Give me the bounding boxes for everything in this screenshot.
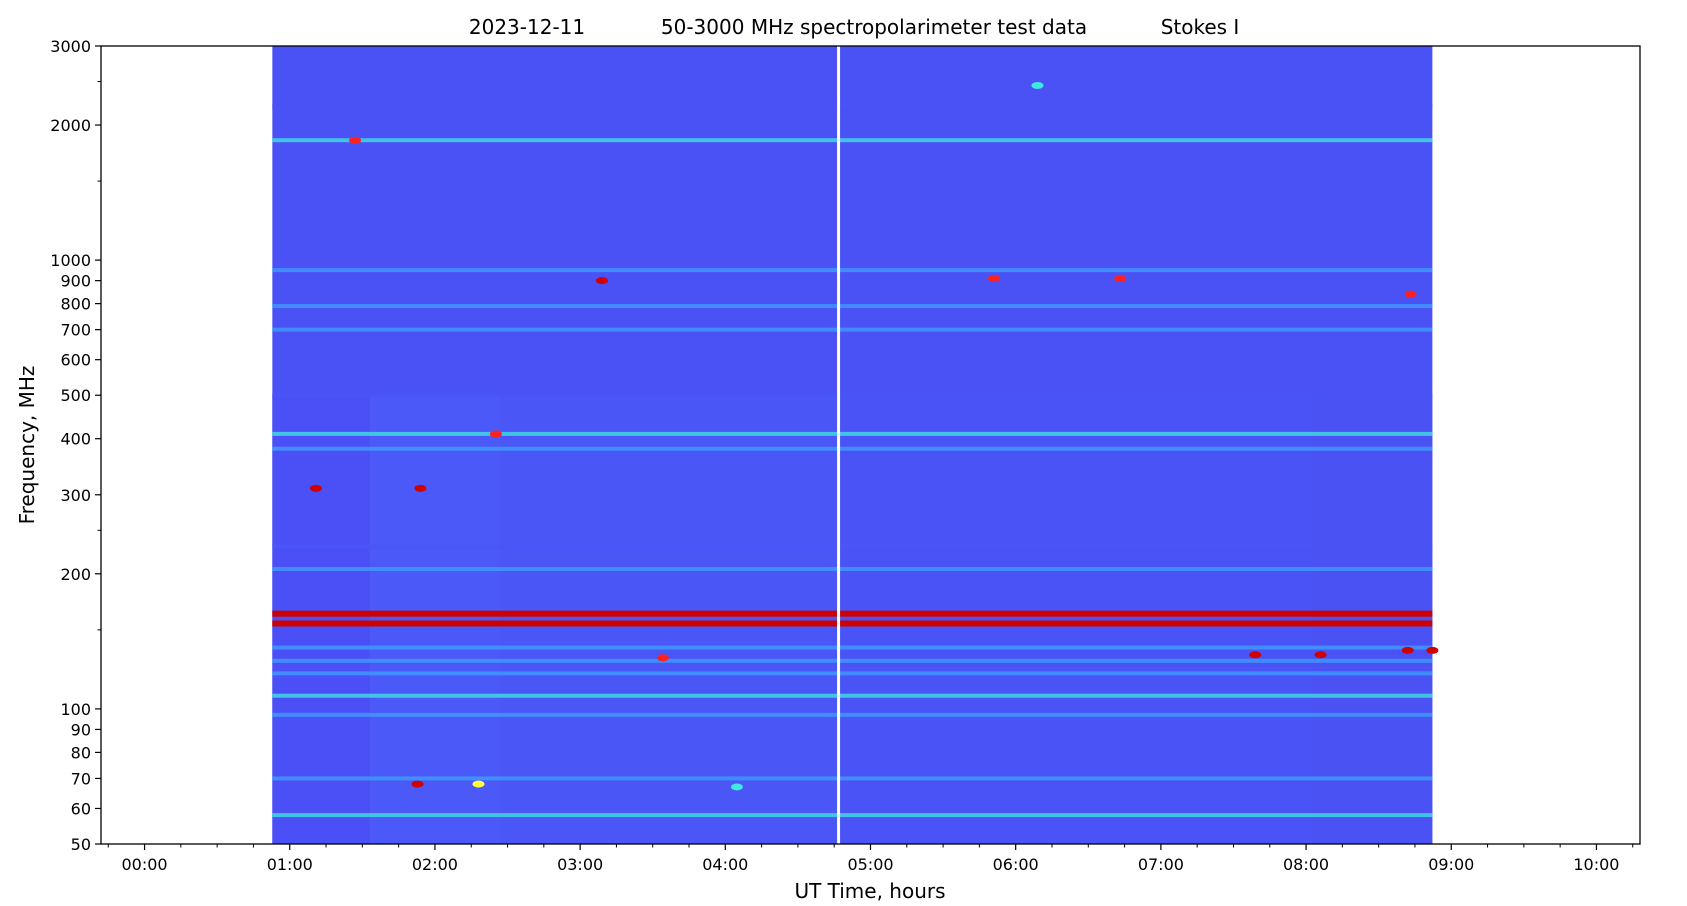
- data-hotspot: [1401, 646, 1414, 654]
- data-band: [272, 658, 1433, 663]
- data-segment: [1313, 395, 1433, 844]
- data-hotspot: [489, 430, 502, 438]
- data-segment: [500, 395, 839, 844]
- y-tick-label: 2000: [50, 116, 91, 135]
- x-tick-label: 04:00: [702, 855, 748, 874]
- x-tick-label: 05:00: [847, 855, 893, 874]
- y-tick-label: 50: [71, 835, 91, 854]
- data-hotspot: [309, 484, 322, 492]
- data-hotspot: [472, 780, 485, 788]
- data-hotspot: [414, 484, 427, 492]
- y-tick-label: 900: [60, 272, 91, 291]
- data-hotspot: [730, 783, 743, 791]
- x-tick-label: 09:00: [1428, 855, 1474, 874]
- data-hotspot: [1404, 290, 1417, 298]
- data-gap-line: [837, 46, 841, 844]
- data-band: [272, 566, 1433, 571]
- y-tick-label: 1000: [50, 251, 91, 270]
- y-tick-label: 700: [60, 321, 91, 340]
- data-hotspot: [1031, 81, 1044, 89]
- y-tick-label: 200: [60, 565, 91, 584]
- y-tick-label: 90: [71, 720, 91, 739]
- data-segment: [369, 395, 501, 844]
- data-hotspot: [595, 277, 608, 285]
- data-band: [272, 610, 1433, 617]
- data-band: [272, 268, 1433, 273]
- x-tick-label: 02:00: [412, 855, 458, 874]
- data-band: [272, 693, 1433, 698]
- data-band: [272, 671, 1433, 676]
- data-band: [272, 393, 1433, 398]
- data-band: [272, 813, 1433, 818]
- data-band: [272, 712, 1433, 717]
- x-tick-label: 08:00: [1283, 855, 1329, 874]
- chart-title-stokes: Stokes I: [1161, 15, 1240, 39]
- x-tick-label: 07:00: [1138, 855, 1184, 874]
- y-tick-label: 100: [60, 700, 91, 719]
- x-tick-label: 00:00: [122, 855, 168, 874]
- data-band: [272, 446, 1433, 451]
- y-tick-label: 800: [60, 295, 91, 314]
- x-tick-label: 03:00: [557, 855, 603, 874]
- y-tick-label: 80: [71, 743, 91, 762]
- x-axis: 00:00 01:00 02:00 03:00 04:00 05:00 06:00 07:00…: [107, 844, 1634, 874]
- x-tick-label: 10:00: [1573, 855, 1619, 874]
- y-tick-label: 70: [71, 769, 91, 788]
- data-hotspot: [1249, 651, 1262, 659]
- data-band: [272, 138, 1433, 143]
- data-hotspot: [1314, 651, 1327, 659]
- y-tick-label: 600: [60, 351, 91, 370]
- data-band: [272, 620, 1433, 627]
- x-axis-label: UT Time, hours: [794, 879, 945, 903]
- data-band: [272, 544, 1433, 549]
- data-band: [272, 104, 1433, 109]
- data-band: [272, 776, 1433, 781]
- data-band: [272, 304, 1433, 309]
- spectrogram-heatmap: [272, 46, 1439, 844]
- y-axis-label: Frequency, MHz: [15, 366, 39, 525]
- data-hotspot: [656, 654, 669, 662]
- y-tick-label: 60: [71, 799, 91, 818]
- y-tick-label: 3000: [50, 37, 91, 56]
- chart-title-date: 2023-12-11: [469, 15, 585, 39]
- data-band: [272, 327, 1433, 332]
- data-hotspot: [1426, 646, 1439, 654]
- y-tick-label: 400: [60, 430, 91, 449]
- data-segment: [838, 395, 1314, 844]
- data-band: [272, 431, 1433, 436]
- chart-title-main: 50-3000 MHz spectropolarimeter test data: [661, 15, 1087, 39]
- x-tick-label: 06:00: [993, 855, 1039, 874]
- data-hotspot: [411, 780, 424, 788]
- data-segment: [272, 395, 370, 844]
- data-hotspot: [349, 136, 362, 144]
- y-tick-label: 300: [60, 486, 91, 505]
- data-hotspot: [1114, 275, 1127, 283]
- data-band: [272, 645, 1433, 650]
- y-tick-label: 500: [60, 386, 91, 405]
- data-hotspot: [987, 275, 1000, 283]
- x-tick-label: 01:00: [267, 855, 313, 874]
